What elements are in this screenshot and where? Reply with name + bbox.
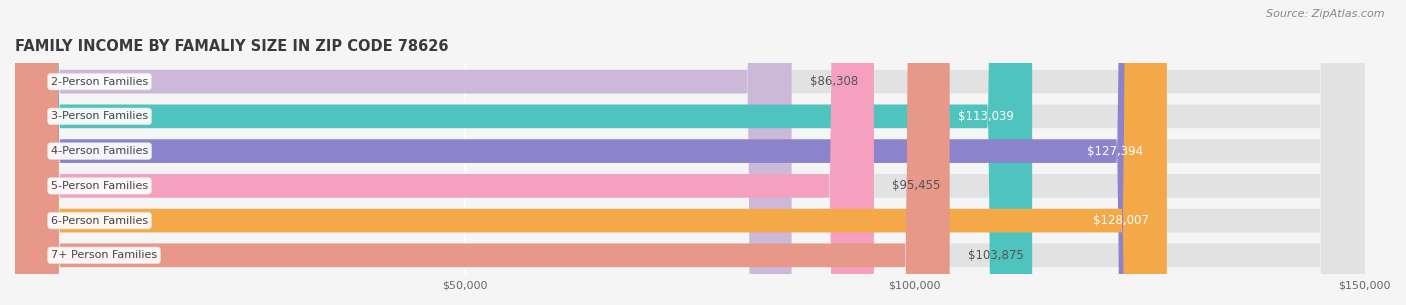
Text: 2-Person Families: 2-Person Families	[51, 77, 148, 87]
Text: $113,039: $113,039	[959, 110, 1014, 123]
FancyBboxPatch shape	[15, 0, 1365, 305]
Text: $95,455: $95,455	[891, 179, 941, 192]
Text: $128,007: $128,007	[1092, 214, 1149, 227]
FancyBboxPatch shape	[15, 0, 1365, 305]
Text: $127,394: $127,394	[1087, 145, 1143, 158]
Text: Source: ZipAtlas.com: Source: ZipAtlas.com	[1267, 9, 1385, 19]
FancyBboxPatch shape	[15, 0, 1365, 305]
FancyBboxPatch shape	[15, 0, 949, 305]
FancyBboxPatch shape	[15, 0, 1032, 305]
Text: 5-Person Families: 5-Person Families	[51, 181, 148, 191]
FancyBboxPatch shape	[15, 0, 792, 305]
Text: $103,875: $103,875	[967, 249, 1024, 262]
FancyBboxPatch shape	[15, 0, 1167, 305]
Text: 4-Person Families: 4-Person Families	[51, 146, 148, 156]
Text: 7+ Person Families: 7+ Person Families	[51, 250, 157, 260]
Text: 3-Person Families: 3-Person Families	[51, 111, 148, 121]
Text: $86,308: $86,308	[810, 75, 858, 88]
Text: 6-Person Families: 6-Person Families	[51, 216, 148, 226]
FancyBboxPatch shape	[15, 0, 1365, 305]
FancyBboxPatch shape	[15, 0, 1365, 305]
FancyBboxPatch shape	[15, 0, 1365, 305]
FancyBboxPatch shape	[15, 0, 875, 305]
FancyBboxPatch shape	[15, 0, 1161, 305]
Text: FAMILY INCOME BY FAMALIY SIZE IN ZIP CODE 78626: FAMILY INCOME BY FAMALIY SIZE IN ZIP COD…	[15, 39, 449, 54]
